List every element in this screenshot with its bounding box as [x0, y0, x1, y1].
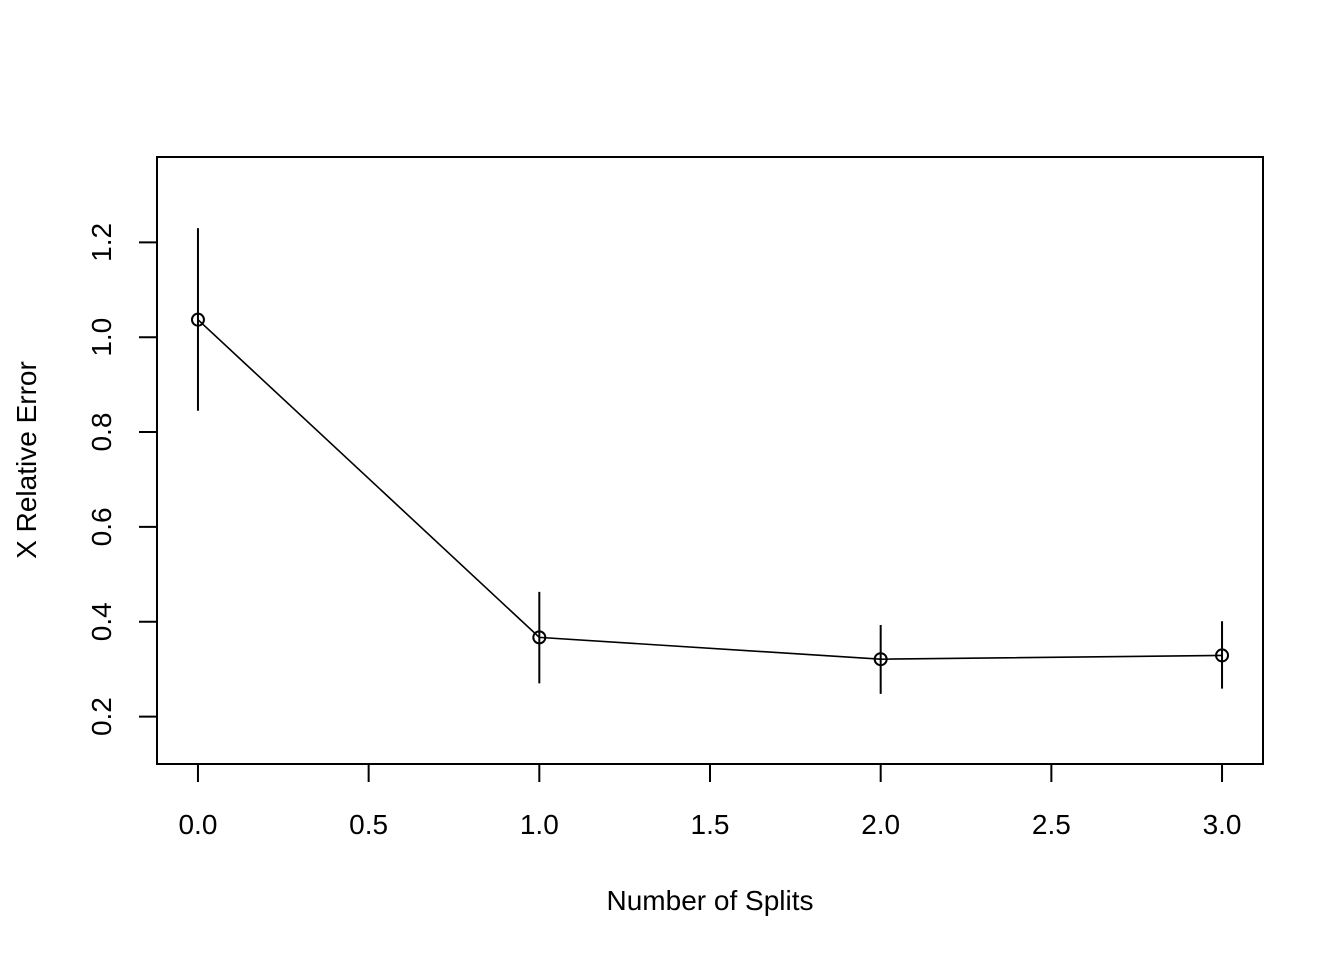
x-tick-label: 3.0: [1203, 809, 1242, 840]
plot-frame: [156, 156, 1264, 765]
data-point: [873, 652, 888, 667]
data-points: [190, 312, 1230, 667]
x-tick-label: 1.0: [520, 809, 559, 840]
y-axis: 0.2 0.4 0.6 0.8 1.0 1.2: [86, 223, 157, 736]
x-tick-label: 0.0: [178, 809, 217, 840]
error-bars: [196, 228, 1224, 694]
x-tick-label: 2.5: [1032, 809, 1071, 840]
x-tick-label: 0.5: [349, 809, 388, 840]
y-tick-label: 1.0: [86, 318, 117, 357]
x-tick-label: 2.0: [861, 809, 900, 840]
y-tick-label: 1.2: [86, 223, 117, 262]
series-line: [197, 319, 1223, 660]
data-point: [1215, 648, 1230, 663]
y-tick-label: 0.6: [86, 507, 117, 546]
y-tick-label: 0.2: [86, 697, 117, 736]
x-tick-label: 1.5: [691, 809, 730, 840]
data-point: [532, 630, 547, 645]
x-axis: 0.0 0.5 1.0 1.5 2.0 2.5 3.0: [178, 764, 1242, 840]
y-axis-label: X Relative Error: [11, 361, 42, 559]
data-point: [190, 312, 205, 327]
y-tick-label: 0.4: [86, 602, 117, 641]
y-tick-label: 0.8: [86, 413, 117, 452]
x-axis-label: Number of Splits: [607, 885, 814, 916]
